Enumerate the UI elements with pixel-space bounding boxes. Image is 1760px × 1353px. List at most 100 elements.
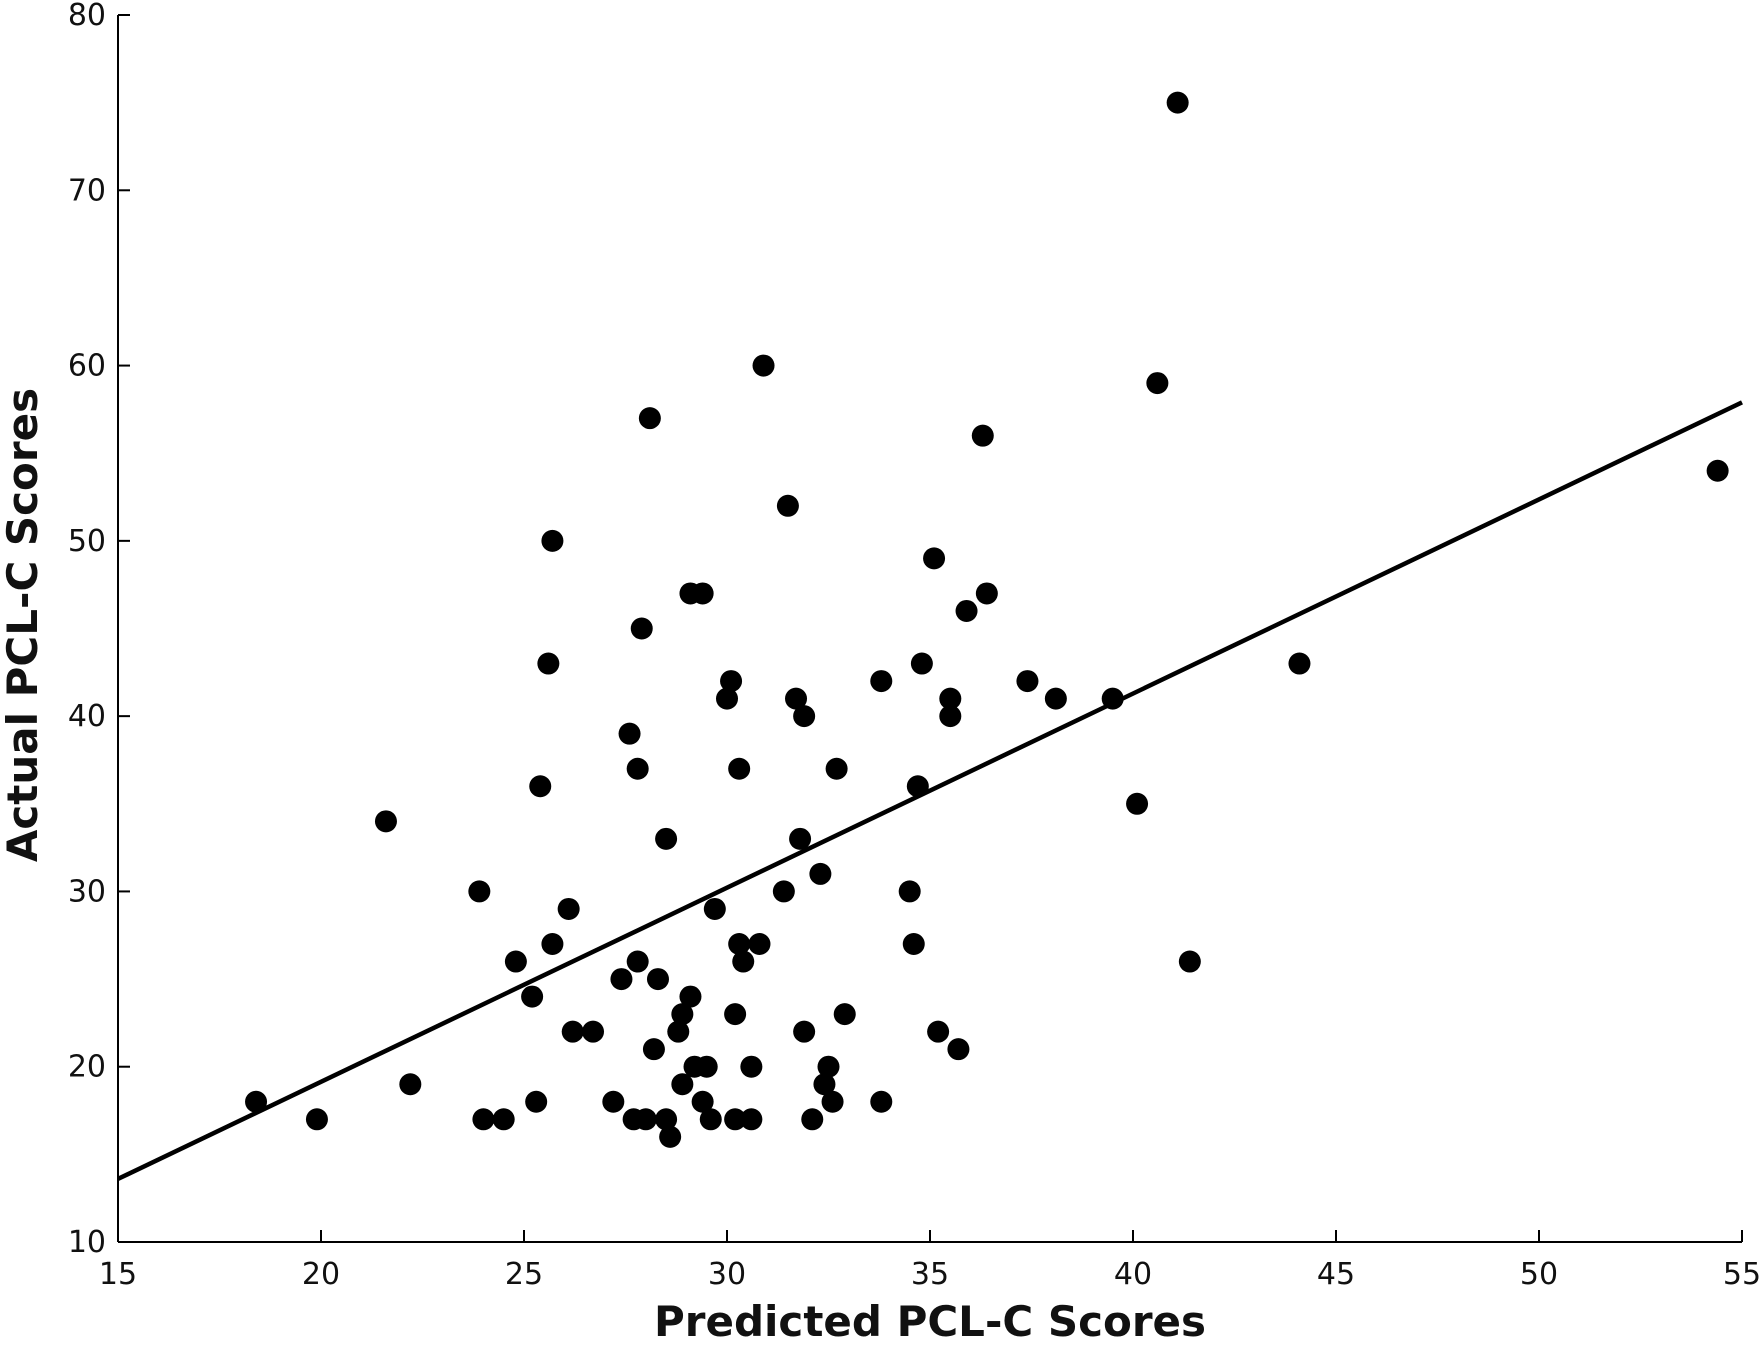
data-point [582,1020,605,1043]
data-point [703,897,726,920]
data-point [923,547,946,570]
y-tick-label: 80 [68,0,106,33]
y-tick-label: 70 [68,173,106,208]
data-point [679,985,702,1008]
data-point [927,1020,950,1043]
x-tick-label: 40 [1114,1257,1152,1292]
data-point [504,950,527,973]
data-point [626,950,649,973]
data-point [801,1108,824,1131]
x-tick-label: 55 [1723,1257,1760,1292]
data-point [695,1055,718,1078]
data-point [772,880,795,903]
data-point [638,407,661,430]
data-point [691,1090,714,1113]
regression-line [117,400,1743,1181]
data-point [1288,652,1311,675]
data-point [870,1090,893,1113]
data-point [910,652,933,675]
data-point [833,1003,856,1026]
data-point [752,354,775,377]
data-point [642,1038,665,1061]
data-point [1706,459,1729,482]
data-point [541,529,564,552]
tick-group: 15 20 25 30 35 40 45 50 55 10 20 30 40 50 60 70 80 [68,0,1760,1292]
data-point [785,687,808,710]
data-point [740,1108,763,1131]
data-point [793,705,816,728]
data-point [1044,687,1067,710]
data-point [939,687,962,710]
data-point [521,985,544,1008]
y-axis-title: Actual PCL-C Scores [0,388,47,862]
data-point [655,827,678,850]
data-point [557,897,580,920]
data-point [374,810,397,833]
data-point [630,617,653,640]
data-point [740,1055,763,1078]
data-point [825,757,848,780]
data-point [399,1073,422,1096]
data-point [939,705,962,728]
x-tick-label: 35 [911,1257,949,1292]
y-tick-label: 40 [68,699,106,734]
data-point [468,880,491,903]
x-tick-label: 30 [708,1257,746,1292]
data-point [955,599,978,622]
data-point [902,933,925,956]
axis-titles: Predicted PCL-C Scores Actual PCL-C Scor… [0,388,1206,1346]
x-tick-label: 50 [1520,1257,1558,1292]
data-point [776,494,799,517]
data-point [716,687,738,710]
data-point [525,1090,548,1113]
y-tick-label: 60 [68,349,106,384]
data-point [618,722,641,745]
x-axis-title: Predicted PCL-C Scores [654,1297,1206,1346]
data-point [947,1038,970,1061]
x-tick-label: 15 [99,1257,137,1292]
data-point [1166,91,1189,114]
data-point [870,670,893,693]
data-point [634,1108,657,1131]
axes [117,15,1742,1243]
data-point [817,1055,840,1078]
data-point [724,1108,747,1131]
data-point [659,1125,682,1148]
data-point [671,1003,694,1026]
data-point [699,1108,722,1131]
data-point [1178,950,1201,973]
data-point [1016,670,1039,693]
data-point [561,1020,584,1043]
data-point [748,933,771,956]
data-point [975,582,998,605]
data-point [245,1090,268,1113]
data-point [728,757,751,780]
data-points [245,91,1729,1148]
data-point [813,1073,836,1096]
x-tick-label: 20 [302,1257,340,1292]
data-point [671,1073,694,1096]
x-tick-label: 45 [1317,1257,1355,1292]
y-tick-label: 10 [68,1225,106,1260]
data-point [602,1090,625,1113]
data-point [732,950,755,973]
data-point [529,775,552,798]
data-point [472,1108,495,1131]
y-tick-label: 20 [68,1050,106,1085]
data-point [626,757,649,780]
data-point [646,968,669,991]
data-point [898,880,921,903]
data-point [809,862,832,885]
data-point [789,827,812,850]
data-point [537,652,560,675]
data-point [610,968,633,991]
y-tick-label: 50 [68,524,106,559]
regression-line-group [117,400,1743,1181]
data-point [305,1108,328,1131]
data-point [728,933,751,956]
data-point [492,1108,515,1131]
data-point [541,933,564,956]
data-point [724,1003,747,1026]
data-point [655,1108,678,1131]
